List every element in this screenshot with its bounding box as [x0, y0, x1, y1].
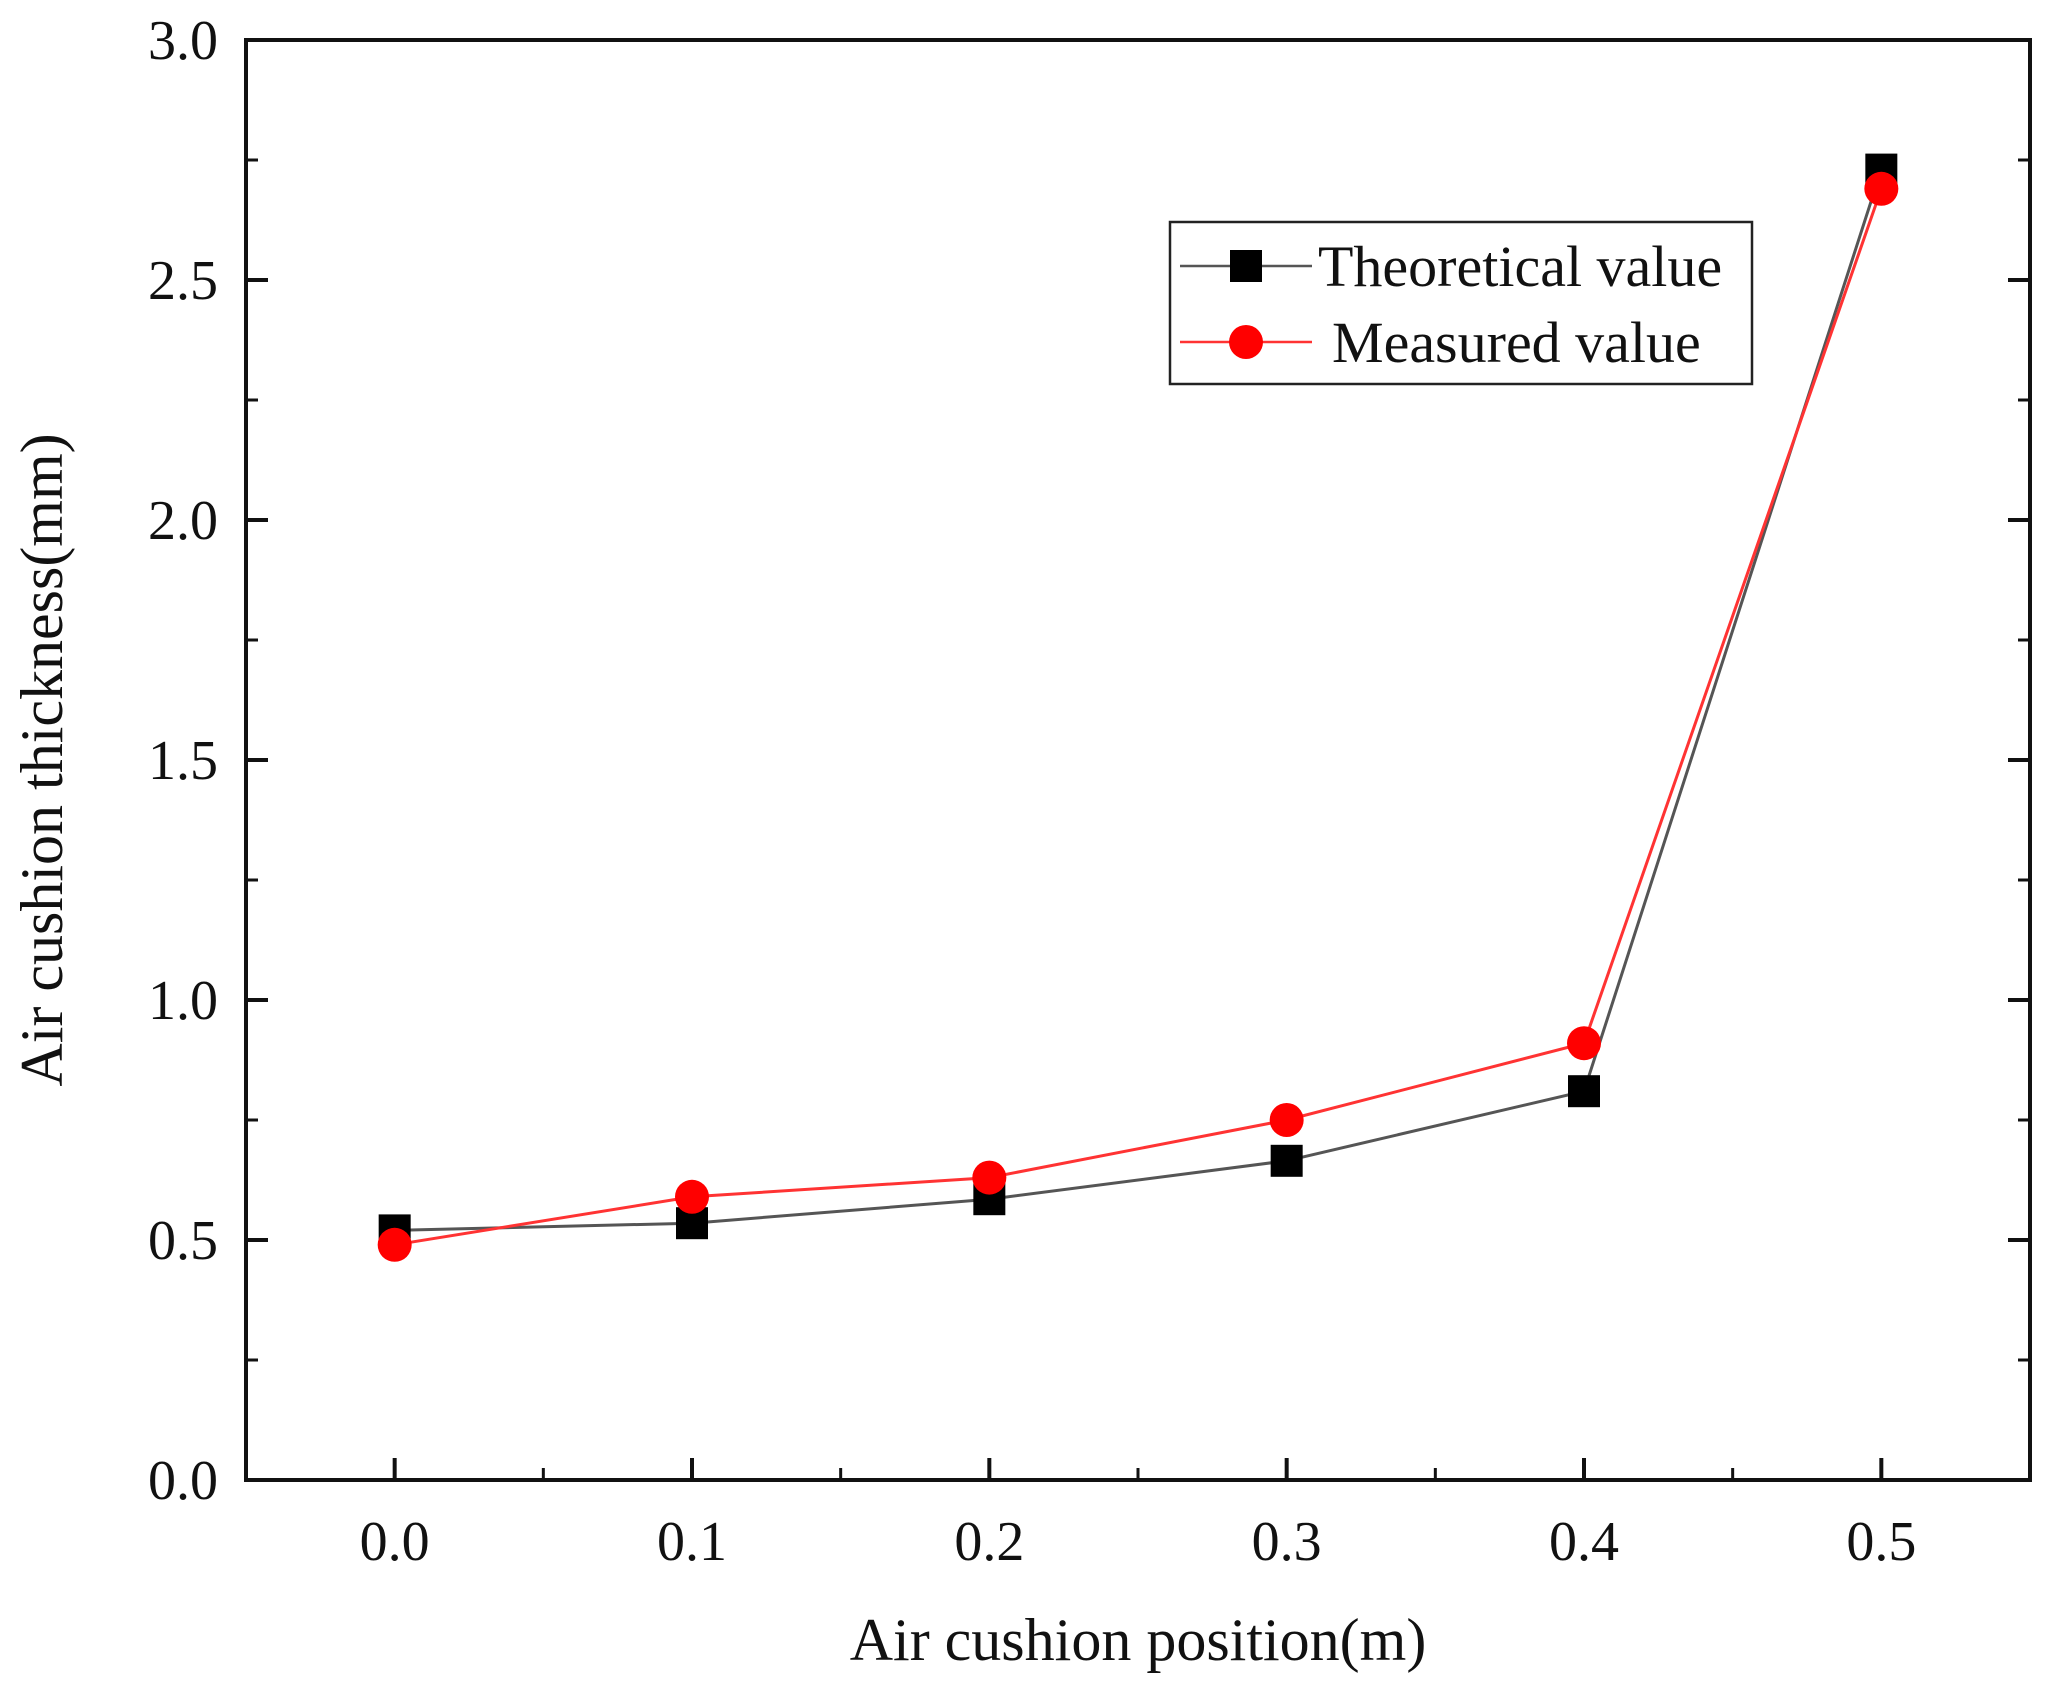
- x-tick-label: 0.4: [1549, 1511, 1619, 1573]
- y-tick-label: 1.5: [148, 730, 218, 792]
- x-tick-label: 0.2: [954, 1511, 1024, 1573]
- y-axis-ticks: 0.0 0.5 1.0 1.5 2.0 2.5 3.0: [148, 10, 2030, 1512]
- legend-marker-theoretical: [1230, 250, 1262, 282]
- x-tick-label: 0.0: [360, 1511, 430, 1573]
- x-axis-title: Air cushion position(m): [850, 1607, 1427, 1673]
- data-point-theoretical: [1568, 1075, 1600, 1108]
- legend: Theoretical value Measured value: [1168, 220, 1754, 386]
- x-axis-ticks: 0.0 0.1 0.2 0.3 0.4 0.5: [360, 1458, 1916, 1573]
- legend-box: [1168, 220, 1754, 386]
- y-tick-label: 1.0: [148, 970, 218, 1032]
- legend-label-theoretical: Theoretical value: [1318, 234, 1722, 299]
- data-point-theoretical: [1270, 1144, 1303, 1177]
- data-point-measured: [1269, 1103, 1304, 1137]
- series-line-measured: [394, 188, 1883, 1247]
- y-tick-label: 3.0: [148, 10, 218, 72]
- data-point-measured: [377, 1227, 412, 1262]
- plot-frame: [244, 38, 2032, 1482]
- y-tick-label: 2.5: [148, 250, 218, 312]
- series-layer: [377, 153, 1899, 1262]
- x-tick-label: 0.3: [1252, 1511, 1322, 1573]
- y-axis-title: Air cushion thickness(mm): [9, 433, 75, 1086]
- x-tick-label: 0.1: [657, 1511, 727, 1573]
- data-point-measured: [1567, 1026, 1601, 1061]
- legend-label-measured: Measured value: [1332, 310, 1701, 375]
- y-tick-label: 0.0: [148, 1450, 218, 1512]
- data-point-measured: [1864, 171, 1899, 206]
- data-point-measured: [972, 1160, 1007, 1195]
- data-point-measured: [675, 1179, 709, 1214]
- y-tick-label: 2.0: [148, 490, 218, 552]
- series-line-theoretical: [394, 169, 1883, 1232]
- x-tick-label: 0.5: [1846, 1511, 1916, 1573]
- y-tick-label: 0.5: [148, 1210, 218, 1272]
- legend-marker-measured: [1229, 325, 1263, 359]
